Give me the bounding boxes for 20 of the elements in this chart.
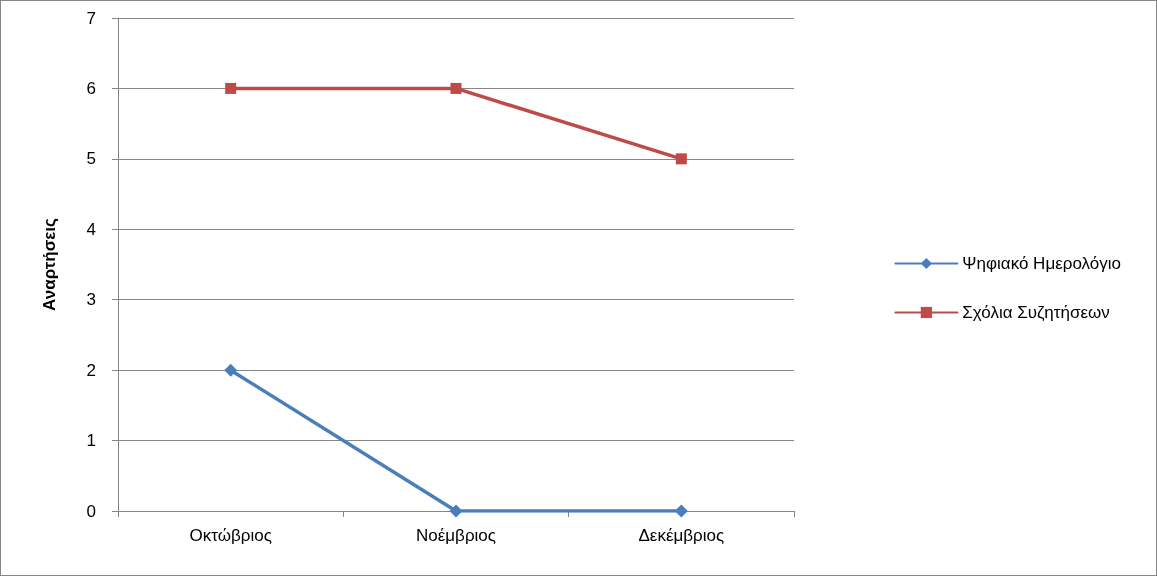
y-tick-label: 5 — [86, 149, 96, 169]
y-tick-label: 1 — [86, 431, 96, 451]
x-tick-label: Νοέμβριος — [416, 526, 496, 545]
x-tick-label: Δεκέμβριος — [638, 526, 725, 545]
y-axis-title: Αναρτήσεις — [40, 217, 59, 311]
y-tick-label: 6 — [86, 78, 96, 98]
point — [450, 82, 462, 94]
legend-label: Ψηφιακό Ημερολόγιο — [962, 254, 1121, 273]
x-tick-label: Οκτώβριος — [189, 526, 272, 545]
y-tick-label: 3 — [86, 290, 96, 310]
y-tick-label: 2 — [86, 360, 96, 380]
point — [675, 153, 687, 165]
y-tick-label: 7 — [86, 8, 96, 28]
point — [449, 504, 463, 518]
y-tick-label: 4 — [86, 219, 96, 239]
point — [224, 363, 238, 377]
point — [674, 504, 688, 518]
point — [225, 82, 237, 94]
legend-label: Σχόλια Συζητήσεων — [962, 303, 1110, 322]
y-tick-label: 0 — [86, 501, 96, 521]
